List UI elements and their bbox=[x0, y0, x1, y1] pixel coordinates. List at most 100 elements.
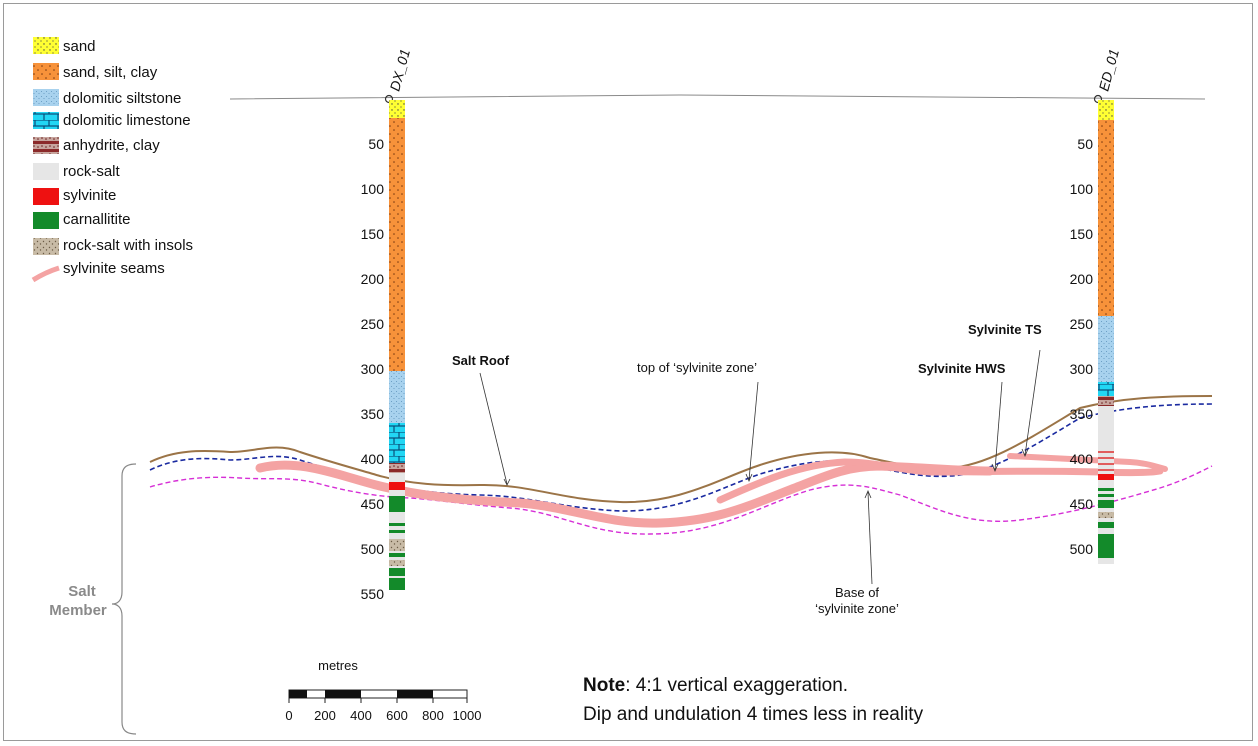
legend-label: rock-salt bbox=[63, 163, 121, 180]
legend-item-rock-salt-insols: rock-salt with insols bbox=[33, 237, 193, 255]
base-zone-leader bbox=[867, 491, 873, 585]
scale-bar-segment bbox=[289, 690, 307, 698]
legend-swatch-sand-silt-clay bbox=[33, 63, 59, 80]
legend-swatch-dolomitic-siltstone bbox=[33, 89, 59, 106]
depth-label: 100 bbox=[1070, 181, 1094, 197]
legend-item-sylvinite-seams: sylvinite seams bbox=[31, 260, 165, 283]
sylvinite-hws-leader bbox=[994, 381, 1003, 471]
scale-tick-label: 1000 bbox=[453, 708, 482, 723]
sylvinite-ts-label: Sylvinite TS bbox=[968, 322, 1042, 337]
legend-item-carnallitite: carnallitite bbox=[33, 211, 131, 229]
legend-label: sand bbox=[63, 38, 96, 55]
legend-item-sand-silt-clay: sand, silt, clay bbox=[33, 63, 158, 81]
layer-carnallitite bbox=[389, 578, 405, 590]
note-line-2: Dip and undulation 4 times less in reali… bbox=[583, 704, 924, 725]
layer-sand-silt-clay bbox=[1098, 120, 1114, 316]
depth-label: 250 bbox=[361, 316, 385, 332]
ground-surface-line bbox=[229, 94, 1206, 100]
legend-item-anhydrite-clay: anhydrite, clay bbox=[33, 137, 160, 154]
scale-tick-label: 600 bbox=[386, 708, 408, 723]
layer-carnallitite bbox=[1098, 500, 1114, 508]
sylvinite-ts-arrowhead bbox=[1021, 448, 1029, 458]
legend-label: sylvinite seams bbox=[63, 260, 165, 277]
well-label: DX_01 bbox=[386, 47, 413, 92]
scale-bar: metres 0 200 400 600 800 1000 bbox=[285, 658, 481, 723]
depth-label: 450 bbox=[361, 496, 385, 512]
legend-item-sand: sand bbox=[33, 37, 96, 55]
legend-label: sand, silt, clay bbox=[63, 64, 158, 81]
salt-roof-leader bbox=[479, 372, 508, 485]
layer-carnallitite bbox=[1098, 534, 1114, 558]
depth-label: 300 bbox=[361, 361, 385, 377]
base-zone-arrowhead bbox=[864, 489, 872, 499]
top-zone-arrowhead bbox=[745, 473, 753, 483]
scale-tick-label: 0 bbox=[285, 708, 292, 723]
layer-rock-salt-insols bbox=[389, 539, 405, 551]
depth-label: 350 bbox=[1070, 406, 1094, 422]
legend-item-dolomitic-siltstone: dolomitic siltstone bbox=[33, 89, 181, 107]
layer-carnallitite bbox=[389, 496, 405, 512]
layer-dolomitic-siltstone bbox=[1098, 316, 1114, 382]
legend-swatch-dolomitic-limestone bbox=[33, 112, 59, 129]
well-ed01: ED_01 50 100 150 200 250 300 350 400 450… bbox=[1070, 47, 1122, 564]
legend-item-dolomitic-limestone: dolomitic limestone bbox=[33, 112, 191, 129]
layer-dolomitic-limestone bbox=[1098, 382, 1114, 396]
salt-member-label: Salt bbox=[68, 583, 96, 600]
depth-label: 250 bbox=[1070, 316, 1094, 332]
sylvinite-ts-leader bbox=[1024, 349, 1041, 456]
base-sylvinite-zone-line bbox=[149, 465, 1213, 535]
depth-label: 300 bbox=[1070, 361, 1094, 377]
legend-swatch-sylvinite-seams bbox=[31, 265, 60, 283]
legend-label: sylvinite bbox=[63, 187, 116, 204]
legend-label: carnallitite bbox=[63, 211, 131, 228]
layer-carnallitite bbox=[1098, 488, 1114, 491]
scale-tick-label: 800 bbox=[422, 708, 444, 723]
layer-sylvinite bbox=[1098, 469, 1114, 471]
note-bold: Note bbox=[583, 675, 625, 696]
well-label: ED_01 bbox=[1095, 47, 1122, 92]
depth-label: 350 bbox=[361, 406, 385, 422]
note: Note: 4:1 vertical exaggeration. Dip and… bbox=[583, 675, 924, 725]
layer-carnallitite bbox=[389, 530, 405, 533]
salt-roof-label: Salt Roof bbox=[452, 353, 510, 368]
legend-swatch-rock-salt-insols bbox=[33, 238, 59, 255]
legend-swatch-anhydrite-clay bbox=[33, 137, 59, 154]
layer-carnallitite bbox=[389, 553, 405, 557]
legend-swatch-carnallitite bbox=[33, 212, 59, 229]
note-rest: : 4:1 vertical exaggeration. bbox=[625, 675, 848, 696]
layer-sylvinite bbox=[1098, 463, 1114, 465]
depth-label: 150 bbox=[1070, 226, 1094, 242]
legend-label: anhydrite, clay bbox=[63, 137, 160, 154]
depth-label: 400 bbox=[1070, 451, 1094, 467]
layer-sand bbox=[1098, 100, 1114, 120]
note-line-1: Note: 4:1 vertical exaggeration. bbox=[583, 675, 848, 696]
legend-swatch-sand bbox=[33, 37, 59, 54]
layer-sylvinite bbox=[1098, 457, 1114, 459]
layer-carnallitite bbox=[389, 568, 405, 576]
layer-sand-silt-clay bbox=[389, 118, 405, 371]
top-sylvinite-zone-label: top of ‘sylvinite zone’ bbox=[637, 360, 757, 375]
layer-sylvinite bbox=[1098, 451, 1114, 453]
legend: sand sand, silt, clay dolomitic siltston… bbox=[31, 37, 193, 283]
legend-label: dolomitic siltstone bbox=[63, 90, 181, 107]
depth-label: 400 bbox=[361, 451, 385, 467]
legend-label: rock-salt with insols bbox=[63, 237, 193, 254]
layer-carnallitite bbox=[1098, 494, 1114, 497]
sylvinite-hws-label: Sylvinite HWS bbox=[918, 361, 1006, 376]
base-sylvinite-zone-label: ‘sylvinite zone’ bbox=[815, 601, 899, 616]
annotations: Salt Roof top of ‘sylvinite zone’ Base o… bbox=[49, 322, 1042, 735]
layer-anhydrite-clay bbox=[1098, 396, 1114, 406]
legend-swatch-rock-salt bbox=[33, 163, 59, 180]
depth-label: 100 bbox=[361, 181, 385, 197]
salt-member-brace bbox=[111, 463, 137, 735]
layer-anhydrite-clay bbox=[389, 463, 405, 473]
depth-label: 450 bbox=[1070, 496, 1094, 512]
salt-member-label: Member bbox=[49, 602, 107, 619]
salt-roof-arrowhead bbox=[503, 478, 511, 486]
depth-label: 550 bbox=[361, 586, 385, 602]
layer-carnallitite bbox=[389, 523, 405, 526]
scale-tick-label: 400 bbox=[350, 708, 372, 723]
layer-sylvinite bbox=[1098, 474, 1114, 480]
sylvinite-seam-ts bbox=[1007, 453, 1168, 472]
